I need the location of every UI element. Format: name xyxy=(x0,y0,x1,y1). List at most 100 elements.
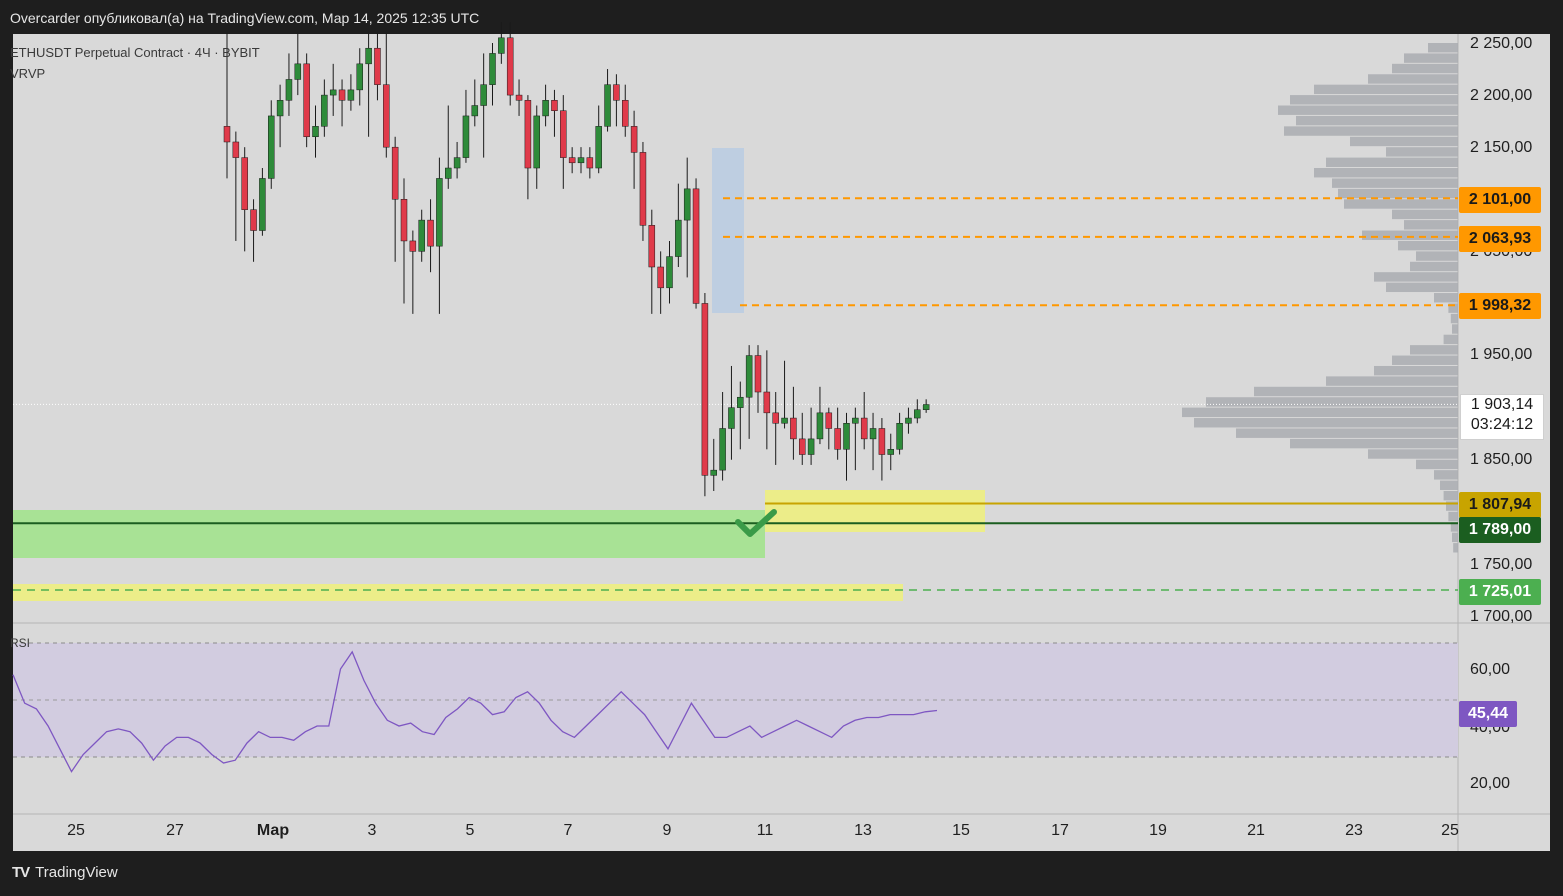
level-tag-1725[interactable]: 1 725,01 xyxy=(1459,579,1541,605)
level-tag-1789[interactable]: 1 789,00 xyxy=(1459,517,1541,543)
candle-body xyxy=(250,209,257,231)
volume-profile-bar xyxy=(1350,136,1458,147)
volume-profile-bar xyxy=(1448,511,1458,522)
candle-body xyxy=(630,126,638,153)
candle-body xyxy=(905,417,912,424)
candle-body xyxy=(506,37,514,96)
x-tick-3: 3 xyxy=(367,822,377,839)
y-tick-1850: 1 850,00 xyxy=(1470,451,1533,468)
tradingview-logo-icon: TV xyxy=(12,864,30,881)
volume-profile-bar xyxy=(1236,428,1458,438)
volume-profile-bar xyxy=(1206,397,1458,407)
x-tick-7: 7 xyxy=(563,822,573,839)
volume-profile-bar xyxy=(1182,407,1458,418)
volume-profile-bar xyxy=(1338,188,1458,199)
candle-body xyxy=(418,219,425,252)
candle-body xyxy=(639,152,647,226)
volume-profile-bar xyxy=(1392,355,1458,365)
volume-profile-bar xyxy=(1278,105,1458,115)
y-tick-2250: 2 250,00 xyxy=(1470,35,1533,52)
rsi-tick-20: 20,00 xyxy=(1470,775,1511,792)
target-zone-yellow xyxy=(765,490,985,532)
candle-body xyxy=(347,89,355,101)
volume-profile-bar xyxy=(1450,522,1458,532)
symbol-legend[interactable]: ETHUSDT Perpetual Contract · 4Ч · BYBIT xyxy=(10,45,260,60)
volume-profile-bar xyxy=(1326,157,1458,168)
candle-body xyxy=(922,404,930,410)
candle-body xyxy=(790,417,797,440)
support-zone-yellow xyxy=(13,584,903,601)
candle-body xyxy=(595,126,602,169)
candle-body xyxy=(710,469,717,476)
volume-profile-bar xyxy=(1368,74,1458,84)
volume-profile-bar xyxy=(1443,490,1458,501)
rsi-tick-60: 60,00 xyxy=(1470,661,1511,678)
candle-body xyxy=(409,240,417,252)
candle-body xyxy=(542,100,549,117)
candle-body xyxy=(453,157,461,169)
candle-body xyxy=(772,412,779,424)
footer[interactable]: TV TradingView xyxy=(12,864,118,881)
level-tag-2101[interactable]: 2 101,00 xyxy=(1459,187,1541,213)
candle-body xyxy=(241,157,248,210)
level-tag-1998[interactable]: 1 998,32 xyxy=(1459,293,1541,319)
candle-body xyxy=(914,409,921,419)
x-tick-23: 23 xyxy=(1345,822,1363,839)
candle-body xyxy=(391,146,399,200)
volume-profile-bar xyxy=(1374,365,1458,376)
candle-body xyxy=(400,199,408,242)
y-tick-1750: 1 750,00 xyxy=(1470,556,1533,573)
candle-body xyxy=(745,355,753,398)
volume-profile-bar xyxy=(1296,115,1458,126)
y-tick-2150: 2 150,00 xyxy=(1470,139,1533,156)
volume-profile-bar xyxy=(1314,84,1458,95)
volume-profile-bar xyxy=(1416,459,1458,470)
volume-profile-bar xyxy=(1453,543,1458,553)
volume-profile-bar xyxy=(1450,313,1458,324)
y-tick-1950: 1 950,00 xyxy=(1470,346,1533,363)
x-tick-19: 19 xyxy=(1149,822,1167,839)
candle-body xyxy=(551,100,558,111)
candle-body xyxy=(887,449,894,455)
candle-body xyxy=(604,84,611,127)
candle-body xyxy=(683,188,691,221)
candle-body xyxy=(383,84,390,148)
candle-body xyxy=(471,105,479,117)
level-tag-2063[interactable]: 2 063,93 xyxy=(1459,226,1541,252)
x-tick-mar: Мар xyxy=(256,822,290,839)
candle-body xyxy=(436,178,443,247)
candle-body xyxy=(816,412,824,440)
y-tick-2200: 2 200,00 xyxy=(1470,87,1533,104)
volume-profile-bar xyxy=(1452,532,1458,543)
x-tick-15: 15 xyxy=(952,822,970,839)
current-price-tag: 1 903,14 03:24:12 xyxy=(1460,394,1544,440)
candle-body xyxy=(701,303,709,476)
candle-body xyxy=(560,110,567,158)
candle-body xyxy=(799,438,806,455)
level-tag-1807[interactable]: 1 807,94 xyxy=(1459,492,1541,518)
footer-brand: TradingView xyxy=(35,864,118,881)
candle-body xyxy=(462,115,470,158)
candle-body xyxy=(613,84,620,101)
demand-zone-green xyxy=(13,510,765,558)
candle-body xyxy=(896,423,903,450)
candle-body xyxy=(480,84,487,106)
candle-body xyxy=(427,219,434,247)
volume-profile-bar xyxy=(1194,418,1458,428)
candle-body xyxy=(312,126,319,138)
volume-profile-bar xyxy=(1398,240,1458,251)
bar-countdown: 03:24:12 xyxy=(1470,416,1534,433)
candle-body xyxy=(223,126,231,143)
volume-profile-bar xyxy=(1440,480,1458,490)
candle-body xyxy=(852,417,859,424)
volume-profile-bar xyxy=(1446,501,1458,511)
volume-profile-bar xyxy=(1314,168,1458,178)
rsi-legend[interactable]: RSI xyxy=(10,636,31,650)
vrvp-legend[interactable]: VRVP xyxy=(10,66,46,81)
x-tick-21: 21 xyxy=(1247,822,1265,839)
candle-body xyxy=(294,63,302,80)
current-price-value: 1 903,14 xyxy=(1470,396,1534,413)
volume-profile-bar xyxy=(1404,53,1458,63)
candle-body xyxy=(524,100,532,169)
